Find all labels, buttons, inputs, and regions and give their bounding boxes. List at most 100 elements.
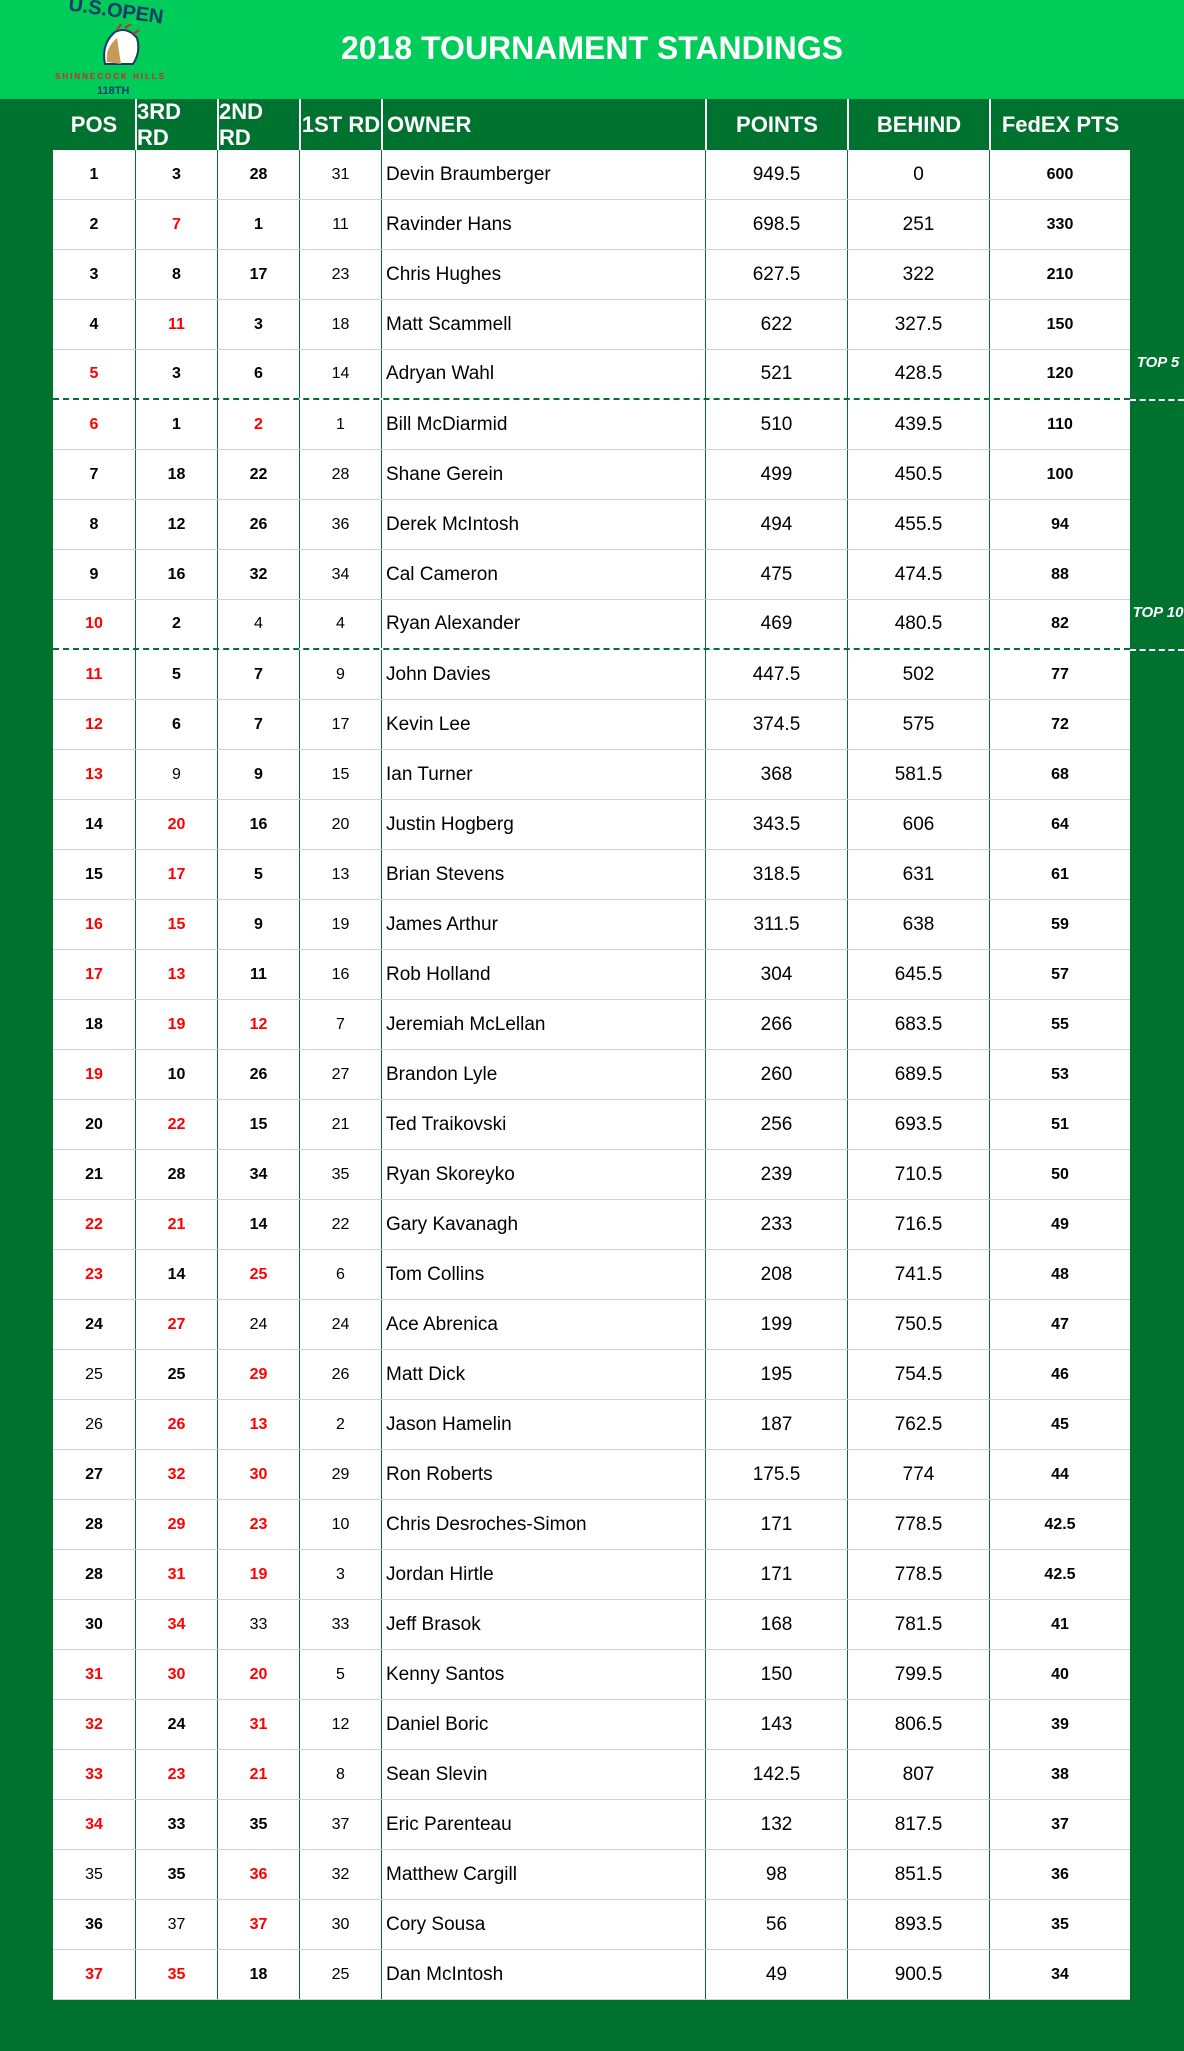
cell-2nd-rd: 19 [217,1550,299,1599]
cell-owner: Chris Hughes [381,250,705,299]
cell-behind: 606 [847,800,989,849]
cell-points: 256 [705,1100,847,1149]
cell-owner: Jeff Brasok [381,1600,705,1649]
cell-3rd-rd: 5 [135,650,217,699]
cell-owner: Justin Hogberg [381,800,705,849]
table-row: 7 18 22 28 Shane Gerein 499 450.5 100 [53,450,1130,500]
cell-3rd-rd: 18 [135,450,217,499]
cell-owner: Ian Turner [381,750,705,799]
cell-fedex-pts: 120 [989,350,1130,398]
cell-3rd-rd: 6 [135,700,217,749]
cell-fedex-pts: 37 [989,1800,1130,1849]
cell-fedex-pts: 36 [989,1850,1130,1899]
cell-pos: 20 [85,1115,103,1133]
cell-owner: Ryan Skoreyko [381,1150,705,1199]
cell-pos: 33 [85,1765,103,1783]
cell-owner: James Arthur [381,900,705,949]
cell-behind: 693.5 [847,1100,989,1149]
cell-owner: Daniel Boric [381,1700,705,1749]
cell-1st-rd: 9 [299,650,381,699]
cell-fedex-pts: 100 [989,450,1130,499]
cell-points: 132 [705,1800,847,1849]
cell-owner: Ravinder Hans [381,200,705,249]
cell-2nd-rd: 21 [217,1750,299,1799]
table-row: 11 5 7 9 John Davies 447.5 502 77 [53,650,1130,700]
cell-2nd-rd: 11 [217,950,299,999]
cell-points: 56 [705,1900,847,1949]
cell-pos: 21 [85,1165,103,1183]
cell-points: 447.5 [705,650,847,699]
cell-fedex-pts: 94 [989,500,1130,549]
cell-owner: Cal Cameron [381,550,705,599]
col-3rd-rd: 3RD RD [135,99,217,150]
cell-pos: 28 [85,1515,103,1533]
table-row: 2 7 1 11 Ravinder Hans 698.5 251 330 [53,200,1130,250]
us-open-logo: U.S.OPEN SHINNECOCK HILLS 118TH [50,0,190,99]
cell-pos: 15 [85,865,103,883]
cell-1st-rd: 11 [299,200,381,249]
cell-pos: 25 [85,1365,103,1383]
table-row: 16 15 9 19 James Arthur 311.5 638 59 [53,900,1130,950]
cell-2nd-rd: 26 [217,1050,299,1099]
cell-fedex-pts: 51 [989,1100,1130,1149]
cell-points: 187 [705,1400,847,1449]
table-row: 13 9 9 15 Ian Turner 368 581.5 68 [53,750,1130,800]
table-row: 3 8 17 23 Chris Hughes 627.5 322 210 [53,250,1130,300]
cell-points: 494 [705,500,847,549]
table-row: 28 29 23 10 Chris Desroches-Simon 171 778.5 42.… [53,1500,1130,1550]
cell-behind: 683.5 [847,1000,989,1049]
cell-behind: 322 [847,250,989,299]
cell-points: 949.5 [705,150,847,199]
cell-3rd-rd: 17 [135,850,217,899]
table-row: 18 19 12 7 Jeremiah McLellan 266 683.5 55 [53,1000,1130,1050]
cell-3rd-rd: 31 [135,1550,217,1599]
cell-fedex-pts: 72 [989,700,1130,749]
cell-pos: 28 [85,1565,103,1583]
cell-pos: 5 [89,365,99,382]
table-row: 4 11 3 18 Matt Scammell 622 327.5 150 [53,300,1130,350]
cell-behind: 716.5 [847,1200,989,1249]
cell-points: 150 [705,1650,847,1699]
cell-1st-rd: 34 [299,550,381,599]
cell-owner: Tom Collins [381,1250,705,1299]
cell-points: 266 [705,1000,847,1049]
table-row: 15 17 5 13 Brian Stevens 318.5 631 61 [53,850,1130,900]
cell-behind: 807 [847,1750,989,1799]
cell-3rd-rd: 21 [135,1200,217,1249]
cell-behind: 251 [847,200,989,249]
cell-behind: 900.5 [847,1950,989,1999]
cell-3rd-rd: 12 [135,500,217,549]
cell-behind: 575 [847,700,989,749]
cell-2nd-rd: 5 [217,850,299,899]
cell-1st-rd: 14 [299,350,381,398]
cell-1st-rd: 18 [299,300,381,349]
cell-owner: Ted Traikovski [381,1100,705,1149]
cell-owner: Kevin Lee [381,700,705,749]
cell-fedex-pts: 41 [989,1600,1130,1649]
cell-1st-rd: 3 [299,1550,381,1599]
cell-1st-rd: 12 [299,1700,381,1749]
cell-fedex-pts: 330 [989,200,1130,249]
cell-behind: 638 [847,900,989,949]
cell-points: 175.5 [705,1450,847,1499]
cell-behind: 0 [847,150,989,199]
cell-owner: John Davies [381,650,705,699]
cell-owner: Ron Roberts [381,1450,705,1499]
cell-3rd-rd: 27 [135,1300,217,1349]
col-pos: POS [70,111,118,137]
cell-3rd-rd: 20 [135,800,217,849]
cell-2nd-rd: 17 [217,250,299,299]
cell-pos: 6 [89,415,99,433]
cell-pos: 17 [85,965,103,983]
cell-1st-rd: 37 [299,1800,381,1849]
cell-owner: Kenny Santos [381,1650,705,1699]
cell-2nd-rd: 35 [217,1800,299,1849]
cell-owner: Adryan Wahl [381,350,705,398]
cell-1st-rd: 10 [299,1500,381,1549]
cell-1st-rd: 16 [299,950,381,999]
cell-3rd-rd: 3 [135,350,217,398]
cell-1st-rd: 1 [299,400,381,449]
cell-pos: 18 [85,1015,103,1033]
cell-2nd-rd: 26 [217,500,299,549]
cell-1st-rd: 5 [299,1650,381,1699]
